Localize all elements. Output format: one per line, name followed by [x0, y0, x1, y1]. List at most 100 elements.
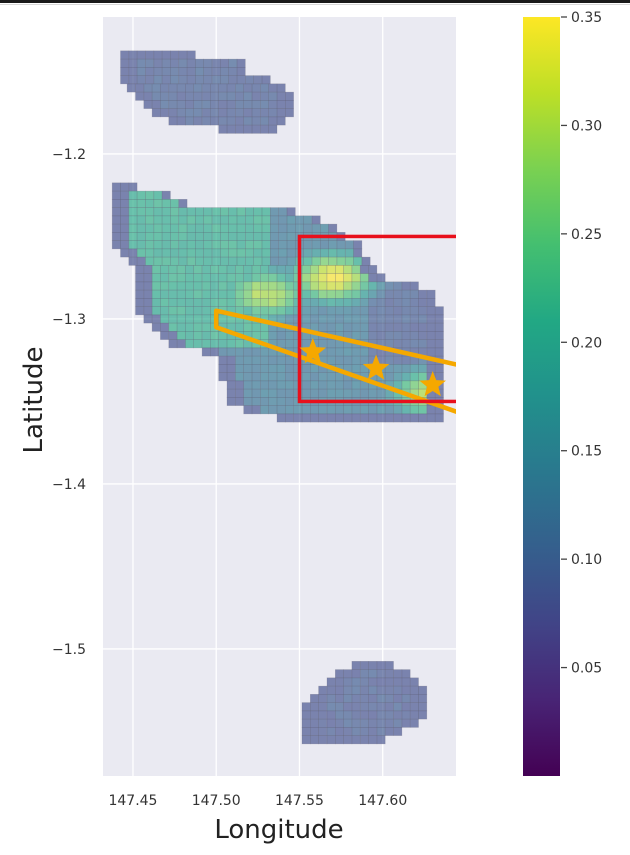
heatmap-cell	[368, 710, 378, 720]
heatmap-cell	[326, 289, 336, 299]
heatmap-cell	[226, 273, 236, 283]
heatmap-cell	[276, 380, 286, 390]
heatmap-cell	[135, 273, 145, 283]
heatmap-cell	[393, 669, 403, 679]
heatmap-cell	[351, 660, 361, 670]
heatmap-cell	[368, 677, 378, 687]
heatmap-cell	[260, 330, 269, 340]
heatmap-cell	[210, 264, 219, 274]
heatmap-cell	[268, 330, 278, 340]
heatmap-cell	[193, 91, 203, 101]
heatmap-cell	[334, 702, 344, 712]
heatmap-cell	[368, 388, 378, 398]
heatmap-cell	[220, 248, 229, 258]
heatmap-cell	[211, 67, 221, 76]
heatmap-cell	[276, 372, 286, 382]
heatmap-cell	[359, 693, 369, 703]
heatmap-cell	[326, 347, 336, 357]
heatmap-cell	[193, 322, 203, 332]
heatmap-cell	[426, 363, 436, 373]
heatmap-cell	[235, 273, 244, 283]
heatmap-cell	[136, 199, 146, 208]
heatmap-cell	[228, 232, 238, 241]
heatmap-cell	[359, 314, 369, 324]
heatmap-cell	[145, 199, 155, 208]
heatmap-cell	[311, 256, 321, 266]
heatmap-cell	[284, 372, 294, 382]
heatmap-cell	[253, 240, 263, 250]
heatmap-cell	[218, 363, 228, 373]
heatmap-cell	[235, 388, 244, 398]
heatmap-cell	[276, 413, 286, 423]
heatmap-cell	[160, 306, 169, 316]
heatmap-cell	[161, 75, 171, 85]
heatmap-cell	[260, 281, 269, 291]
heatmap-cell	[393, 297, 403, 307]
heatmap-cell	[201, 314, 211, 324]
heatmap-cell	[243, 281, 253, 291]
heatmap-cell	[301, 735, 311, 745]
heatmap-cell	[136, 58, 146, 68]
heatmap-cell	[210, 330, 219, 340]
heatmap-cell	[384, 330, 394, 340]
heatmap-cell	[359, 388, 369, 398]
heatmap-cell	[401, 405, 411, 415]
heatmap-cell	[393, 718, 403, 728]
heatmap-cell	[284, 306, 294, 316]
heatmap-cell	[351, 264, 361, 274]
heatmap-cell	[243, 297, 253, 307]
heatmap-cell	[243, 100, 253, 109]
heatmap-cell	[384, 693, 394, 703]
heatmap-cell	[393, 405, 403, 415]
heatmap-cell	[268, 297, 278, 307]
heatmap-cell	[343, 347, 353, 357]
heatmap-cell	[176, 100, 186, 109]
heatmap-cell	[210, 100, 219, 109]
heatmap-cell	[160, 83, 169, 93]
heatmap-cell	[393, 281, 403, 291]
heatmap-cell	[303, 223, 313, 233]
heatmap-cell	[201, 83, 211, 93]
heatmap-cell	[409, 710, 419, 720]
heatmap-cell	[309, 710, 319, 720]
heatmap-cell	[303, 256, 313, 266]
heatmap-cell	[168, 83, 178, 93]
heatmap-cell	[228, 75, 238, 85]
heatmap-cell	[376, 314, 386, 324]
heatmap-cell	[276, 405, 286, 415]
heatmap-cell	[236, 248, 246, 258]
heatmap-cell	[384, 306, 394, 316]
heatmap-cell	[251, 322, 261, 332]
heatmap-cell	[384, 677, 394, 687]
heatmap-cell	[185, 108, 194, 118]
heatmap-cell	[309, 413, 319, 423]
heatmap-cell	[368, 347, 378, 357]
heatmap-cell	[186, 67, 196, 76]
heatmap-cell	[243, 264, 253, 274]
heatmap-cell	[170, 256, 179, 266]
heatmap-cell	[203, 58, 213, 68]
heatmap-cell	[368, 685, 378, 695]
heatmap-cell	[260, 372, 269, 382]
x-tick-label: 147.60	[358, 793, 407, 809]
heatmap-cell	[136, 50, 146, 60]
heatmap-cell	[334, 347, 344, 357]
heatmap-cell	[351, 405, 361, 415]
heatmap-cell	[301, 297, 311, 307]
heatmap-cell	[218, 108, 228, 118]
heatmap-cell	[251, 347, 261, 357]
heatmap-cell	[220, 75, 229, 85]
heatmap-cell	[211, 240, 221, 250]
heatmap-cell	[286, 215, 296, 225]
heatmap-cell	[384, 405, 394, 415]
heatmap-cell	[120, 240, 130, 250]
colorbar-tick-label: 0.35	[571, 10, 602, 26]
heatmap-cell	[343, 273, 353, 283]
heatmap-cell	[309, 264, 319, 274]
heatmap-cell	[351, 726, 361, 736]
heatmap-cell	[311, 223, 321, 233]
heatmap-cell	[318, 289, 328, 299]
star-marker-icon	[419, 371, 446, 397]
heatmap-cell	[210, 339, 219, 349]
heatmap-cell	[226, 91, 236, 101]
